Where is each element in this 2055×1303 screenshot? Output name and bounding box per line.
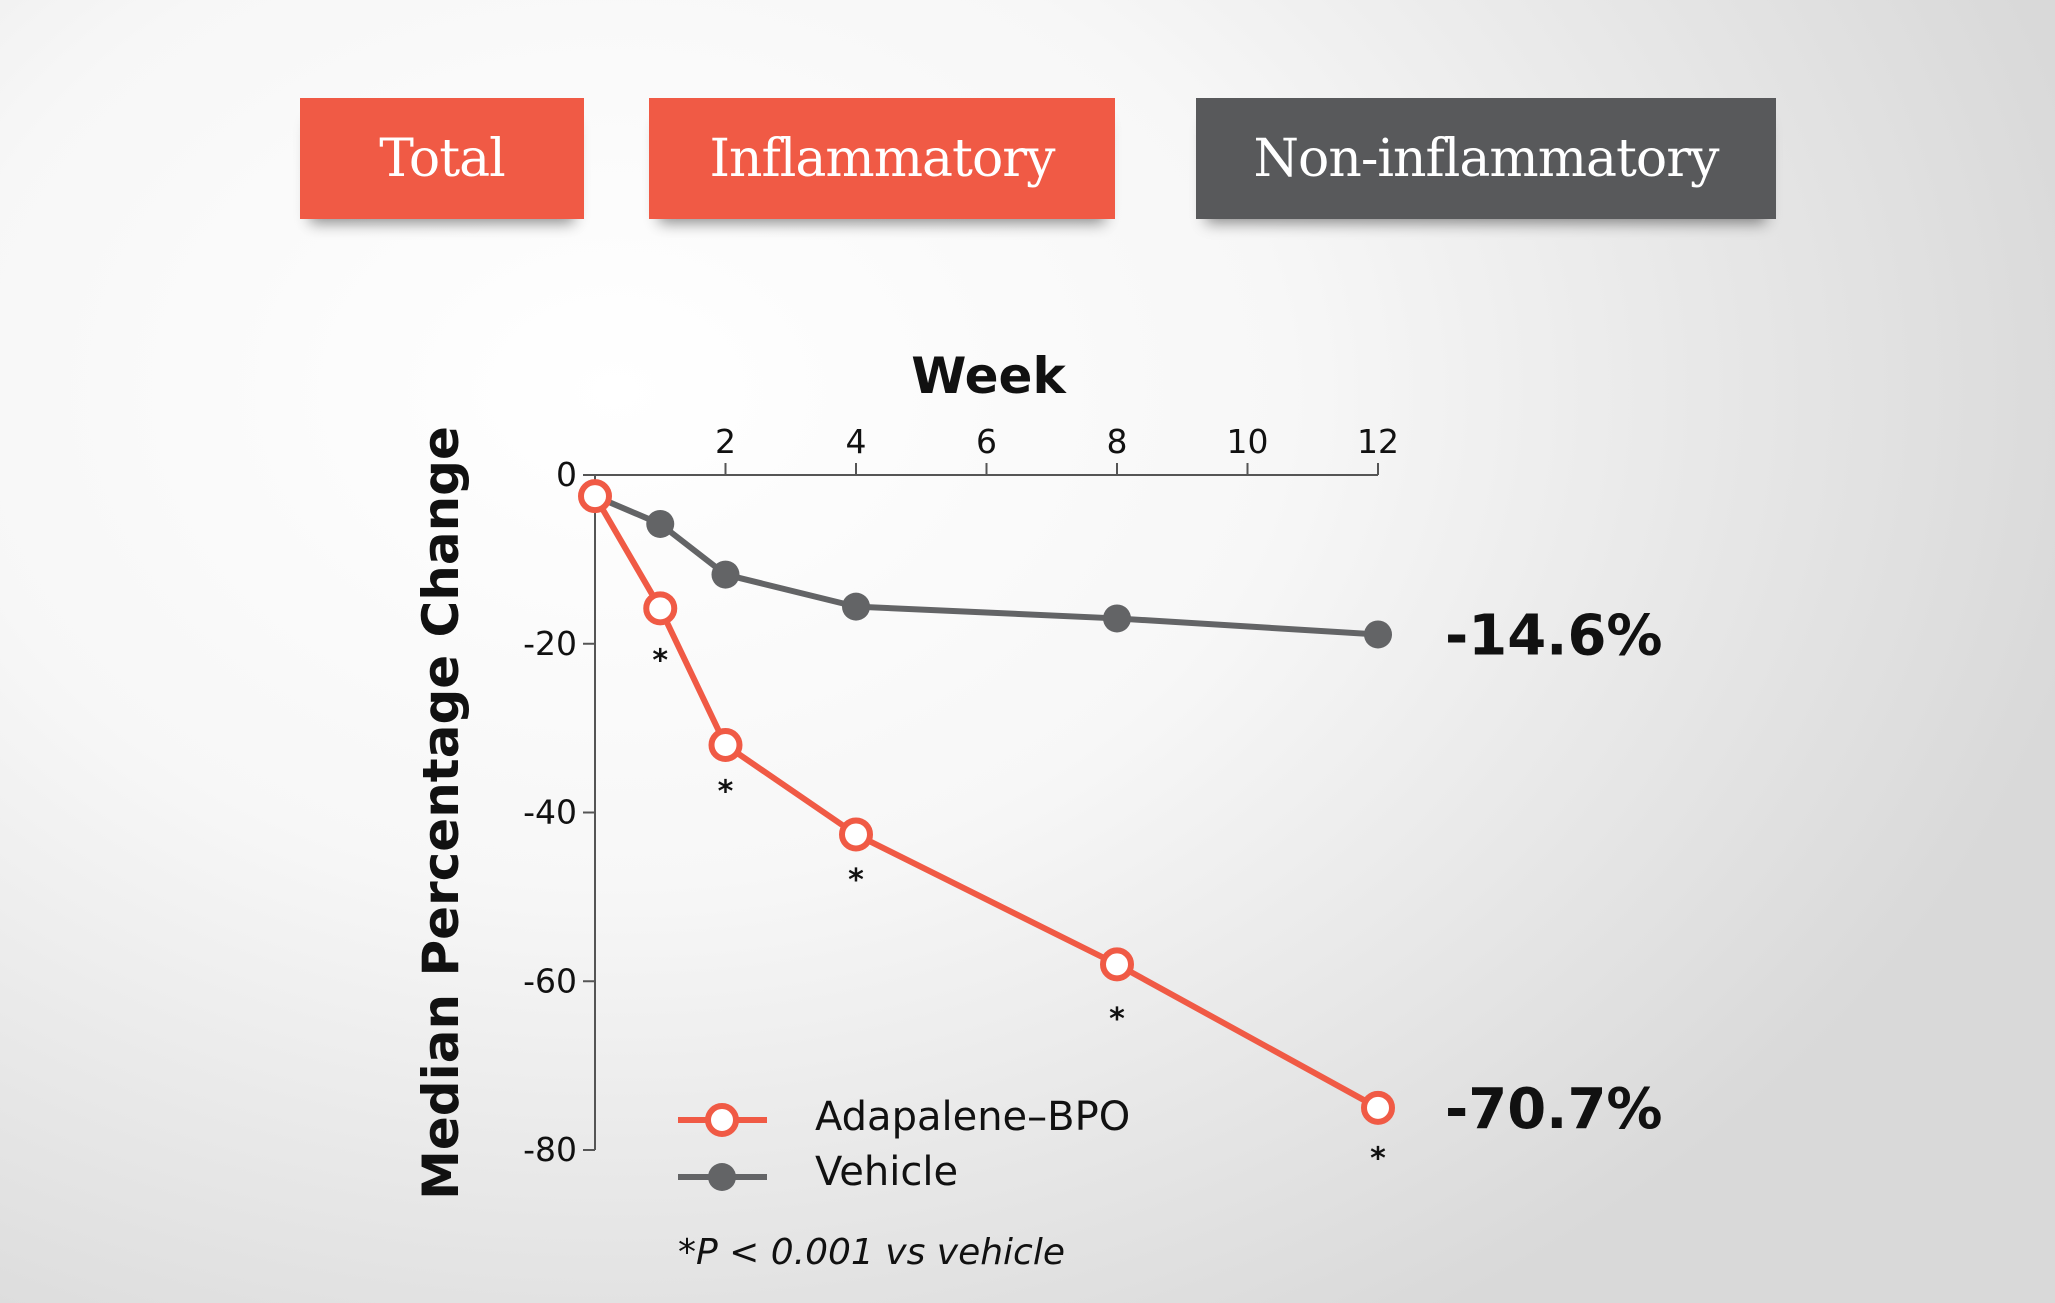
- legend-label-vehicle: Vehicle: [815, 1149, 958, 1195]
- footnote: *P < 0.001 vs vehicle: [678, 1232, 1065, 1273]
- significance-mark: *: [1370, 1141, 1386, 1176]
- y-tick-label: -40: [523, 793, 577, 832]
- data-point-vehicle: [646, 509, 675, 538]
- y-axis-title: Median Percentage Change: [412, 426, 470, 1200]
- y-tick-label: -60: [523, 961, 577, 1000]
- data-point-adapalene-bpo: [1100, 947, 1134, 982]
- y-tick-label: 0: [556, 455, 577, 494]
- legend-marker-adapalene-bpo: [705, 1103, 739, 1137]
- x-tick-label: 6: [976, 422, 997, 461]
- end-value-label: -14.6%: [1445, 603, 1663, 668]
- x-tick-label: 2: [715, 422, 736, 461]
- tab-total[interactable]: Total: [300, 98, 584, 219]
- y-tick-label: -20: [523, 624, 577, 663]
- data-point-adapalene-bpo: [578, 479, 612, 514]
- tab-inflammatory[interactable]: Inflammatory: [649, 98, 1115, 219]
- end-value-label: -70.7%: [1445, 1077, 1663, 1142]
- significance-mark: *: [652, 644, 668, 679]
- x-tick-label: 8: [1107, 422, 1128, 461]
- significance-mark: *: [848, 863, 864, 898]
- data-point-vehicle: [1103, 604, 1131, 633]
- x-axis-title: Week: [911, 347, 1067, 405]
- x-tick-label: 4: [846, 422, 867, 461]
- tab-non-inflammatory[interactable]: Non-inflammatory: [1196, 98, 1776, 219]
- data-point-adapalene-bpo: [643, 591, 678, 626]
- x-tick-label: 10: [1227, 422, 1269, 461]
- series-line-adapalene-bpo: [592, 494, 1380, 1111]
- legend-label-adapalene-bpo: Adapalene–BPO: [815, 1094, 1130, 1140]
- y-tick-label: -80: [523, 1130, 577, 1169]
- data-point-vehicle: [1364, 620, 1392, 649]
- significance-mark: *: [718, 774, 734, 809]
- significance-mark: *: [1109, 1002, 1125, 1037]
- data-point-vehicle: [711, 560, 740, 589]
- x-tick-label: 12: [1357, 422, 1399, 461]
- legend-marker-vehicle: [708, 1163, 736, 1191]
- data-point-adapalene-bpo: [708, 728, 743, 762]
- series-line-vehicle: [593, 493, 1379, 638]
- data-point-vehicle: [842, 592, 870, 621]
- data-point-adapalene-bpo: [839, 817, 873, 852]
- data-point-adapalene-bpo: [1361, 1090, 1395, 1125]
